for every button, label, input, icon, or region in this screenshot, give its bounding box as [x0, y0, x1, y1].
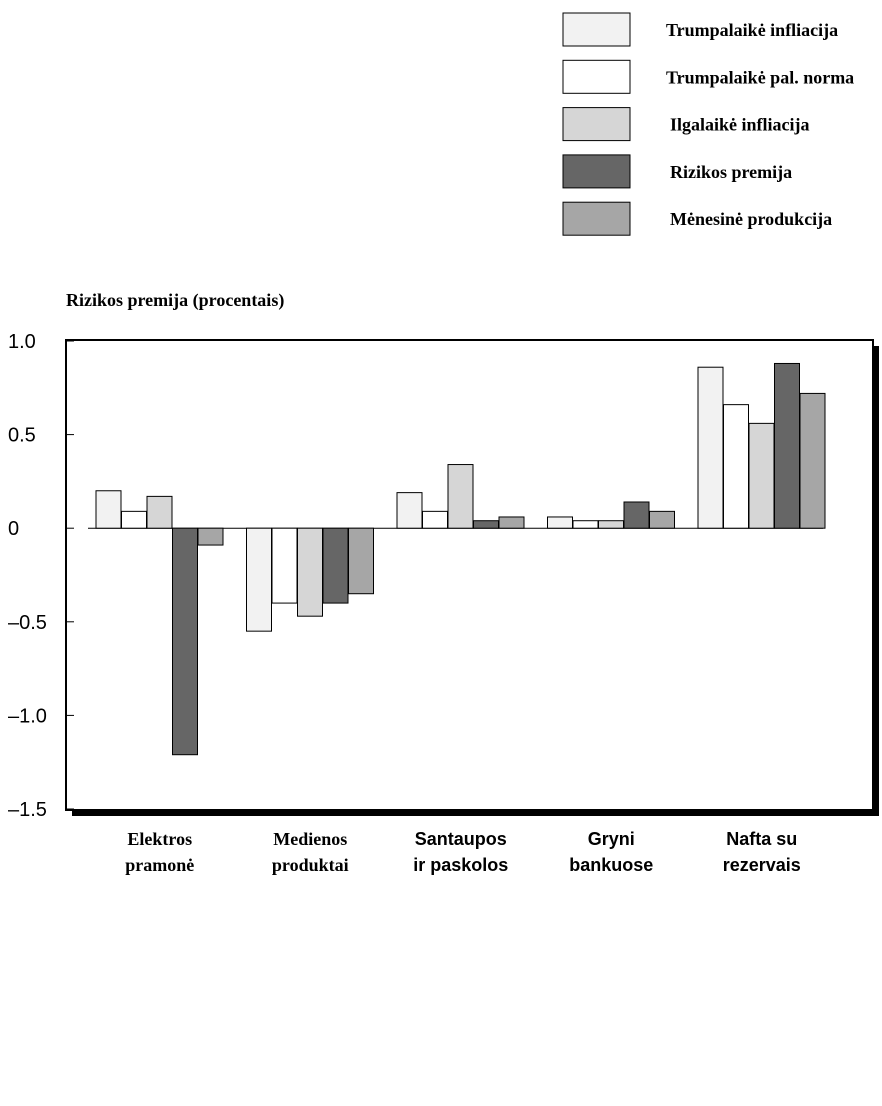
legend-label: Mėnesinė produkcija — [670, 209, 832, 229]
x-tick-label: Santaupos — [415, 829, 507, 849]
bar-5-5 — [799, 392, 826, 529]
bar-5-2 — [723, 404, 749, 529]
legend-swatch — [562, 12, 631, 47]
y-tick-label: 0.5 — [8, 425, 36, 447]
x-axis-labels: Elektros pramonė Medienos produktai Santaupo… — [125, 829, 801, 875]
bar-2-3 — [297, 527, 323, 617]
legend-label: Ilgalaikė infliacija — [670, 115, 810, 135]
bar-1-3 — [146, 495, 173, 529]
y-axis-ticks: 1.0 0.5 0 –0.5 –1.0 –1.5 — [8, 331, 74, 821]
bar-3-2 — [422, 510, 448, 529]
bar-2-2 — [271, 527, 298, 604]
bar-5-3 — [748, 422, 775, 529]
legend-swatch — [562, 59, 631, 94]
x-tick-label: bankuose — [569, 855, 653, 875]
legend-swatch — [562, 154, 631, 189]
bar-2-1 — [246, 527, 272, 632]
bar-4-4 — [623, 501, 650, 529]
y-tick-label: –1.5 — [8, 799, 47, 821]
legend-label: Trumpalaikė infliacija — [666, 20, 838, 40]
legend-label: Rizikos premija — [670, 162, 792, 182]
bar-1-1 — [95, 490, 122, 529]
bar-4-5 — [649, 510, 675, 529]
y-tick-label: 0 — [8, 518, 19, 540]
y-tick-label: –0.5 — [8, 612, 47, 634]
y-tick-label: 1.0 — [8, 331, 36, 353]
x-tick-label: Medienos — [273, 829, 347, 849]
x-tick-label: pramonė — [125, 855, 194, 875]
bar-1-4 — [172, 527, 198, 756]
bar-2-4 — [322, 527, 349, 604]
bar-5-4 — [774, 362, 800, 529]
legend-label: Trumpalaikė pal. norma — [666, 67, 854, 87]
bar-3-1 — [396, 492, 423, 529]
bar-3-5 — [498, 516, 525, 529]
y-axis-label: Rizikos premija (procentais) — [66, 290, 284, 311]
bar-2-5 — [348, 527, 374, 595]
bar-3-3 — [447, 464, 474, 529]
x-tick-label: Elektros — [127, 829, 192, 849]
bar-4-3 — [598, 520, 624, 529]
bar-4-1 — [547, 516, 573, 529]
bar-4-2 — [572, 520, 599, 529]
x-tick-label: ir paskolos — [413, 855, 508, 875]
bar-5-1 — [697, 366, 724, 529]
x-tick-label: produktai — [272, 855, 349, 875]
bar-1-5 — [197, 527, 224, 546]
x-tick-label: rezervais — [723, 855, 801, 875]
y-tick-label: –1.0 — [8, 705, 47, 727]
bar-1-2 — [121, 510, 147, 529]
x-tick-label: Gryni — [588, 829, 635, 849]
legend-swatch — [562, 107, 631, 142]
bar-3-4 — [473, 520, 499, 529]
legend: Trumpalaikė infliacija Trumpalaikė pal. n… — [562, 12, 854, 236]
x-tick-label: Nafta su — [726, 829, 797, 849]
legend-swatch — [562, 201, 631, 236]
bar-marks — [95, 362, 826, 756]
